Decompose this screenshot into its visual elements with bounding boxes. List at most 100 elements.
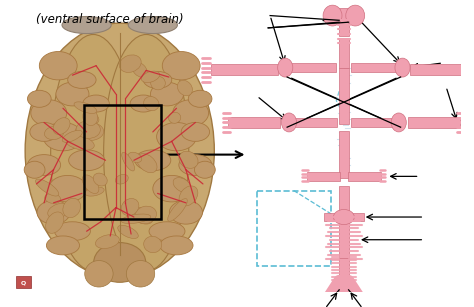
Ellipse shape xyxy=(282,113,297,132)
Ellipse shape xyxy=(69,150,105,171)
Ellipse shape xyxy=(39,52,77,80)
Ellipse shape xyxy=(31,100,67,126)
Ellipse shape xyxy=(48,204,70,218)
Ellipse shape xyxy=(65,135,94,150)
Ellipse shape xyxy=(27,155,61,175)
Ellipse shape xyxy=(156,122,196,151)
Ellipse shape xyxy=(334,209,354,225)
Ellipse shape xyxy=(85,261,113,287)
Ellipse shape xyxy=(56,82,89,106)
Bar xyxy=(339,220,348,260)
Ellipse shape xyxy=(121,199,139,216)
Ellipse shape xyxy=(137,154,157,173)
Bar xyxy=(285,118,337,127)
Ellipse shape xyxy=(143,72,172,88)
Ellipse shape xyxy=(25,23,214,278)
Ellipse shape xyxy=(83,109,98,126)
Ellipse shape xyxy=(45,193,61,204)
Ellipse shape xyxy=(194,161,215,178)
Bar xyxy=(16,276,31,288)
Ellipse shape xyxy=(115,174,128,184)
Ellipse shape xyxy=(179,151,198,168)
Ellipse shape xyxy=(168,199,187,221)
Ellipse shape xyxy=(62,17,111,33)
Bar xyxy=(348,172,381,181)
Ellipse shape xyxy=(128,17,177,33)
Bar xyxy=(84,105,161,219)
Ellipse shape xyxy=(82,175,99,193)
Ellipse shape xyxy=(127,261,155,287)
Ellipse shape xyxy=(27,90,51,107)
Bar xyxy=(280,63,337,72)
Bar xyxy=(211,64,278,75)
Ellipse shape xyxy=(51,34,136,271)
Bar xyxy=(228,117,280,128)
Ellipse shape xyxy=(68,72,96,88)
Bar xyxy=(339,39,348,68)
Ellipse shape xyxy=(179,186,198,206)
Ellipse shape xyxy=(278,58,293,77)
Ellipse shape xyxy=(85,187,104,196)
Ellipse shape xyxy=(173,100,209,126)
Bar xyxy=(324,213,341,221)
Ellipse shape xyxy=(46,236,80,255)
Ellipse shape xyxy=(151,76,165,90)
Ellipse shape xyxy=(53,118,70,134)
Ellipse shape xyxy=(37,200,70,224)
Bar xyxy=(339,8,348,37)
Bar xyxy=(410,64,474,75)
Ellipse shape xyxy=(83,95,109,112)
Ellipse shape xyxy=(179,155,212,175)
Ellipse shape xyxy=(160,236,193,255)
Ellipse shape xyxy=(132,62,147,77)
Ellipse shape xyxy=(75,122,104,141)
Ellipse shape xyxy=(49,175,87,202)
Ellipse shape xyxy=(173,178,191,192)
Bar xyxy=(339,131,348,178)
Bar xyxy=(351,63,408,72)
Ellipse shape xyxy=(94,243,146,282)
Ellipse shape xyxy=(62,130,82,142)
Ellipse shape xyxy=(181,122,210,141)
Ellipse shape xyxy=(76,121,100,138)
Ellipse shape xyxy=(95,235,119,248)
Ellipse shape xyxy=(153,175,191,202)
Ellipse shape xyxy=(162,52,200,80)
Ellipse shape xyxy=(104,34,189,271)
Ellipse shape xyxy=(118,225,138,239)
Ellipse shape xyxy=(93,173,107,186)
Ellipse shape xyxy=(169,200,202,224)
Bar xyxy=(346,213,364,221)
Ellipse shape xyxy=(169,112,181,123)
Bar xyxy=(408,117,460,128)
Ellipse shape xyxy=(135,206,156,224)
Ellipse shape xyxy=(144,96,159,111)
Ellipse shape xyxy=(141,71,160,83)
Ellipse shape xyxy=(188,90,212,107)
Ellipse shape xyxy=(128,152,142,162)
Text: (ventral surface of brain): (ventral surface of brain) xyxy=(36,13,184,26)
Ellipse shape xyxy=(395,58,410,77)
Ellipse shape xyxy=(135,150,171,171)
Bar xyxy=(351,118,403,127)
Ellipse shape xyxy=(45,126,64,140)
Bar xyxy=(339,68,348,124)
Bar xyxy=(339,258,348,284)
Ellipse shape xyxy=(177,80,192,96)
Text: Q: Q xyxy=(21,281,26,286)
Bar xyxy=(307,172,339,181)
Ellipse shape xyxy=(130,207,153,224)
Ellipse shape xyxy=(55,222,91,241)
Ellipse shape xyxy=(119,55,141,72)
Ellipse shape xyxy=(83,113,99,124)
Ellipse shape xyxy=(323,5,342,26)
Ellipse shape xyxy=(24,161,45,178)
Ellipse shape xyxy=(46,212,64,233)
Ellipse shape xyxy=(43,122,83,151)
Ellipse shape xyxy=(122,153,135,171)
Ellipse shape xyxy=(130,95,156,112)
Ellipse shape xyxy=(121,214,151,223)
Ellipse shape xyxy=(391,113,406,132)
Ellipse shape xyxy=(30,122,58,141)
Bar xyxy=(257,191,331,266)
